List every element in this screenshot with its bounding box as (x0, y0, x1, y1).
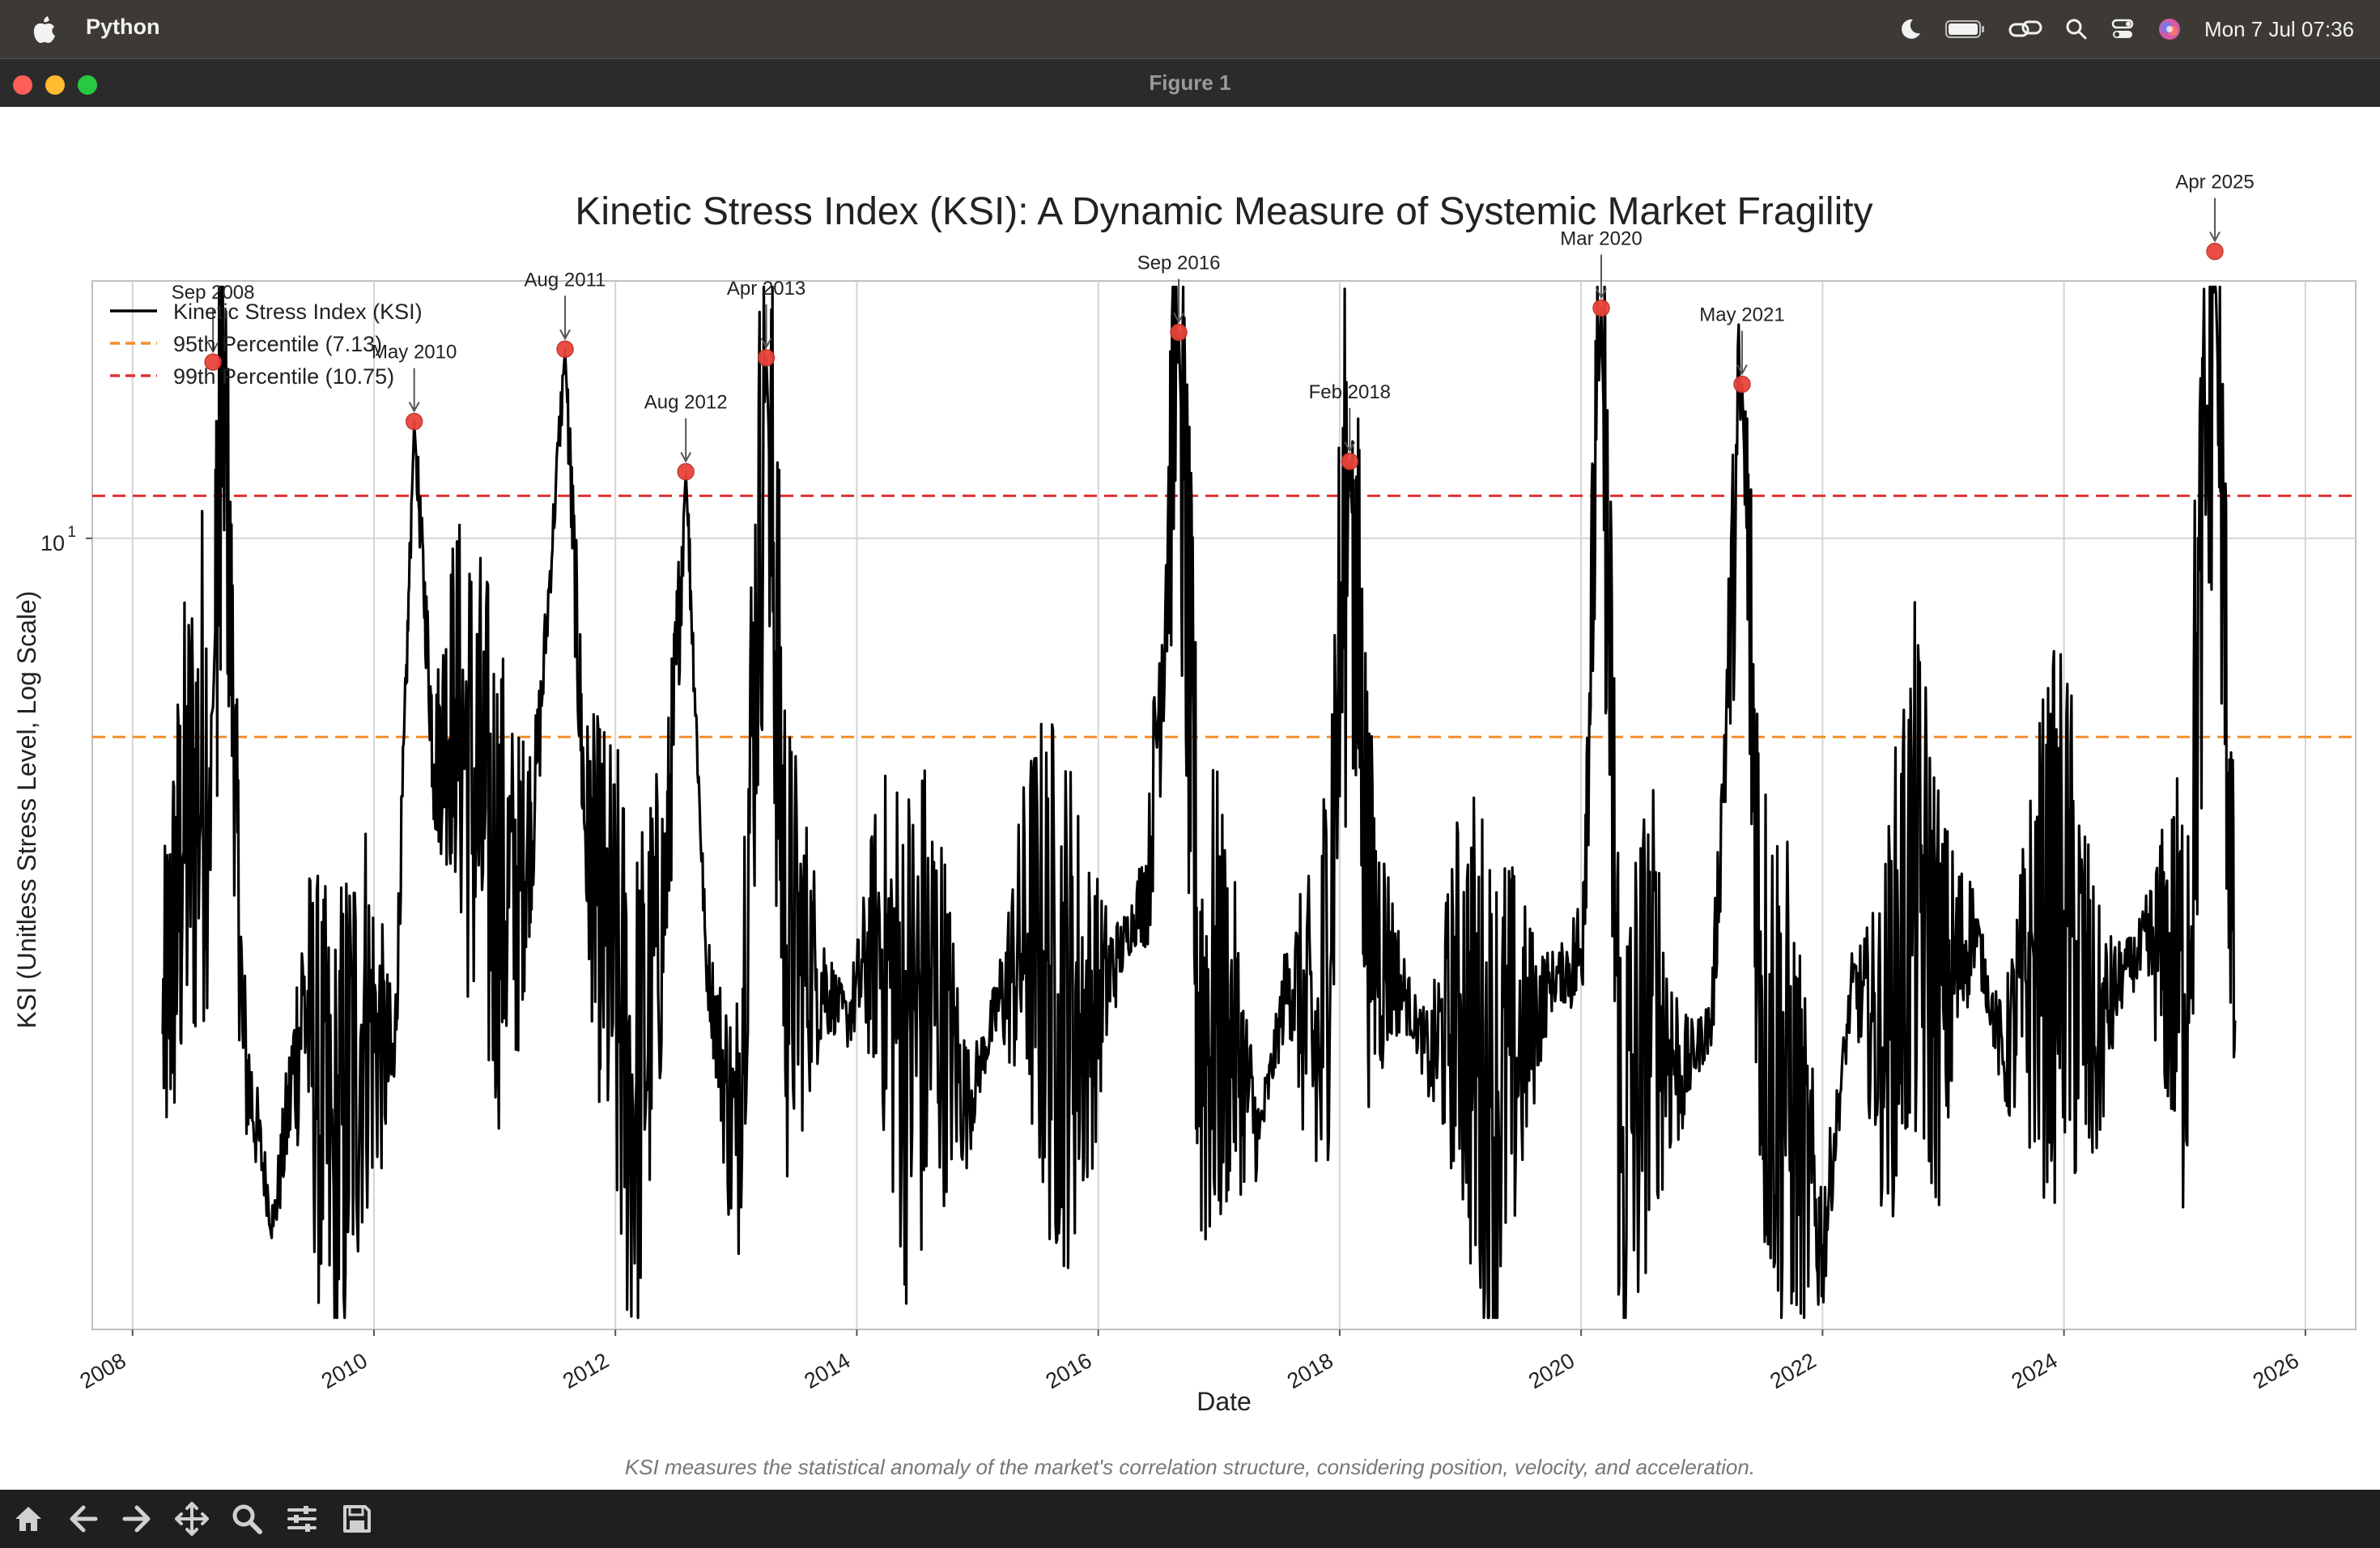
peak-marker (405, 412, 423, 431)
close-button[interactable] (13, 75, 32, 95)
forward-button[interactable] (113, 1496, 160, 1542)
y-tick-label: 10 (40, 531, 65, 555)
peak-arrow-head (1736, 364, 1748, 376)
pan-button[interactable] (168, 1496, 215, 1542)
x-tick-label: 2022 (1766, 1348, 1820, 1393)
x-tick-label: 2024 (2008, 1348, 2062, 1393)
peak-label: Aug 2011 (525, 269, 606, 291)
peak-label: Mar 2020 (1560, 228, 1642, 250)
x-tick-label: 2016 (1042, 1348, 1096, 1393)
x-tick-label: 2008 (76, 1348, 130, 1393)
minimize-button[interactable] (45, 75, 65, 95)
peak-label: May 2010 (372, 342, 457, 364)
peak-marker (677, 462, 695, 481)
search-icon[interactable] (2065, 18, 2088, 40)
peak-marker (1170, 323, 1188, 342)
y-axis-label: KSI (Unitless Stress Level, Log Scale) (12, 591, 41, 1029)
siri-icon[interactable] (2157, 17, 2182, 41)
window-title: Figure 1 (1149, 70, 1231, 95)
apple-icon[interactable] (31, 13, 58, 45)
peak-arrow-head (2209, 232, 2221, 243)
moon-icon[interactable] (1898, 17, 1923, 41)
ksi-series-line (161, 285, 2237, 1320)
y-axis-ticks: 10 1 (40, 524, 92, 555)
menu-bar: Python Mon 7 Jul 07:36 (0, 0, 2380, 58)
chart-caption: KSI measures the statistical anomaly of … (624, 1455, 1756, 1479)
peak-annotations: Sep 2008 May 2010 Aug 2011 Aug 2012 Apr 2013… (172, 171, 2255, 481)
chart-legend: Kinetic Stress Index (KSI) 95th Percentil… (110, 300, 423, 389)
peak-marker (1341, 453, 1359, 470)
peak-arrow-head (559, 329, 571, 341)
home-icon (15, 1507, 41, 1531)
peak-label: Feb 2018 (1309, 381, 1391, 403)
peak-label: Sep 2008 (172, 282, 255, 304)
ksi-chart: Kinetic Stress Index (KSI): A Dynamic Me… (12, 171, 2357, 1416)
configure-icon (287, 1506, 317, 1532)
link-icon[interactable] (2008, 18, 2042, 40)
legend-label: 95th Percentile (7.13) (173, 332, 382, 356)
peak-label: May 2021 (1699, 304, 1784, 326)
zoom-button[interactable] (78, 75, 97, 95)
save-button[interactable] (334, 1496, 380, 1542)
peak-arrow-head (1344, 441, 1356, 453)
x-tick-label: 2018 (1283, 1348, 1337, 1393)
x-tick-label: 2020 (1524, 1348, 1579, 1393)
chart-title: Kinetic Stress Index (KSI): A Dynamic Me… (575, 190, 1872, 233)
configure-button[interactable] (278, 1496, 325, 1542)
peak-marker (1592, 299, 1610, 317)
peak-marker (1733, 375, 1751, 393)
figure-canvas: Kinetic Stress Index (KSI): A Dynamic Me… (0, 107, 2380, 1490)
peak-arrow-head (207, 342, 219, 354)
clock[interactable]: Mon 7 Jul 07:36 (2204, 16, 2354, 41)
peak-marker (757, 349, 776, 367)
y-tick-exponent: 1 (67, 524, 76, 541)
x-axis-label: Date (1196, 1387, 1252, 1416)
app-name[interactable]: Python (86, 15, 160, 39)
control-center-icon[interactable] (2110, 17, 2135, 41)
peak-arrow-head (408, 402, 420, 413)
peak-marker (2206, 242, 2224, 261)
plot-area (91, 280, 2357, 1330)
peak-label: Apr 2013 (727, 278, 805, 300)
status-tray: Mon 7 Jul 07:36 (1898, 11, 2354, 47)
x-axis-ticks: 2008 2010 2012 2014 2016 2018 2020 2022 2024 2026 (76, 1329, 2306, 1393)
save-icon (343, 1505, 371, 1533)
peak-arrow-head (1173, 313, 1184, 324)
x-tick-label: 2014 (800, 1348, 854, 1393)
x-tick-label: 2010 (317, 1348, 372, 1393)
battery-icon[interactable] (1944, 19, 1986, 40)
peak-arrow-head (680, 452, 692, 463)
peak-label: Sep 2016 (1137, 253, 1221, 274)
peak-label: Aug 2012 (644, 392, 728, 414)
forward-icon (122, 1505, 151, 1533)
back-icon (70, 1505, 98, 1533)
x-gridlines (131, 281, 2306, 1329)
legend-label: 99th Percentile (10.75) (173, 364, 394, 389)
peak-marker (556, 340, 574, 359)
figure-toolbar (0, 1490, 2380, 1548)
pan-icon (175, 1502, 209, 1536)
peak-marker (204, 353, 222, 371)
peak-label: Apr 2025 (2175, 171, 2254, 193)
peak-arrow-head (1596, 288, 1607, 300)
peak-arrow-head (760, 338, 772, 349)
home-button[interactable] (5, 1496, 52, 1542)
window-titlebar: Figure 1 (0, 58, 2380, 108)
x-tick-label: 2012 (559, 1348, 613, 1393)
back-button[interactable] (60, 1496, 107, 1542)
zoom-button-tool[interactable] (223, 1496, 270, 1542)
zoom-icon (232, 1504, 262, 1534)
legend-label: Kinetic Stress Index (KSI) (173, 300, 423, 324)
x-tick-label: 2026 (2249, 1348, 2303, 1393)
